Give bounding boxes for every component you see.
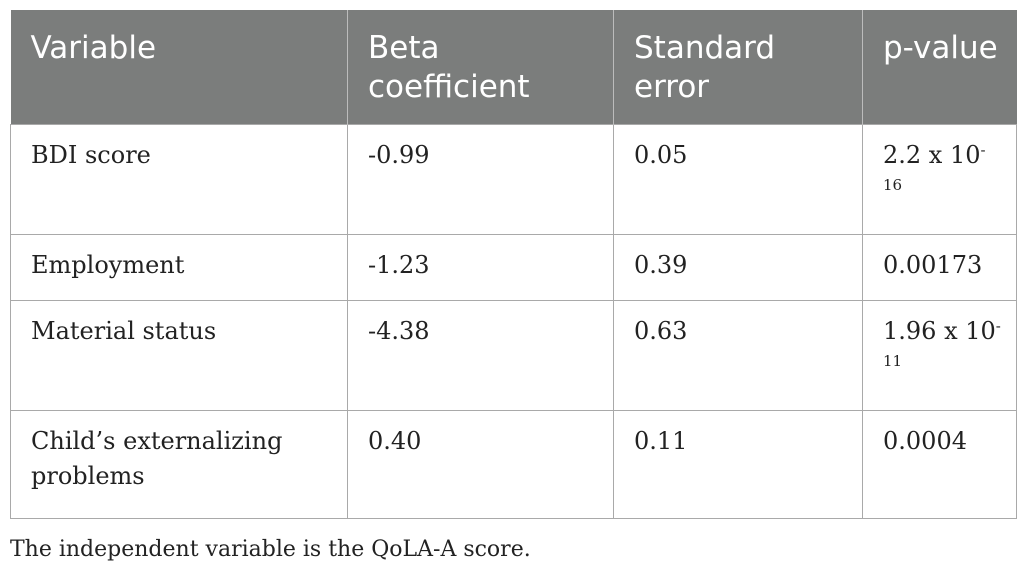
cell-variable: Child’s externalizing problems [10, 410, 348, 519]
cell-standard-error: 0.63 [613, 300, 863, 411]
regression-table-container: Variable Beta coefficient Standard error… [10, 10, 1017, 519]
cell-standard-error: 0.11 [613, 410, 863, 519]
header-variable: Variable [10, 10, 348, 125]
p-value-base: 2.2 x 10 [883, 141, 981, 169]
p-value-base: 1.96 x 10 [883, 317, 996, 345]
cell-p-value: 2.2 x 10-16 [862, 124, 1017, 235]
regression-table: Variable Beta coefficient Standard error… [10, 10, 1017, 519]
table-row: BDI score -0.99 0.05 2.2 x 10-16 [10, 124, 1017, 235]
cell-p-value: 0.0004 [862, 410, 1017, 519]
cell-p-value: 0.00173 [862, 234, 1017, 301]
p-value-exponent: -16 [883, 140, 986, 194]
table-row: Employment -1.23 0.39 0.00173 [10, 234, 1017, 301]
cell-p-value: 1.96 x 10-11 [862, 300, 1017, 411]
p-value-base: 0.00173 [883, 251, 983, 279]
p-value-base: 0.0004 [883, 427, 967, 455]
cell-variable: Material status [10, 300, 348, 411]
cell-beta: -0.99 [347, 124, 614, 235]
header-standard-error: Standard error [613, 10, 863, 125]
cell-variable: BDI score [10, 124, 348, 235]
header-p-value: p-value [862, 10, 1017, 125]
table-row: Child’s externalizing problems 0.40 0.11… [10, 410, 1017, 519]
cell-standard-error: 0.05 [613, 124, 863, 235]
p-value-exponent: -11 [883, 316, 1001, 370]
cell-beta: 0.40 [347, 410, 614, 519]
header-beta-coefficient: Beta coefficient [347, 10, 614, 125]
header-row: Variable Beta coefficient Standard error… [10, 10, 1017, 125]
cell-beta: -4.38 [347, 300, 614, 411]
table-row: Material status -4.38 0.63 1.96 x 10-11 [10, 300, 1017, 411]
cell-variable: Employment [10, 234, 348, 301]
table-footnote: The independent variable is the QoLA-A s… [10, 537, 531, 562]
table-body: BDI score -0.99 0.05 2.2 x 10-16 Employm… [10, 124, 1017, 519]
cell-standard-error: 0.39 [613, 234, 863, 301]
table-header: Variable Beta coefficient Standard error… [10, 10, 1017, 125]
cell-beta: -1.23 [347, 234, 614, 301]
